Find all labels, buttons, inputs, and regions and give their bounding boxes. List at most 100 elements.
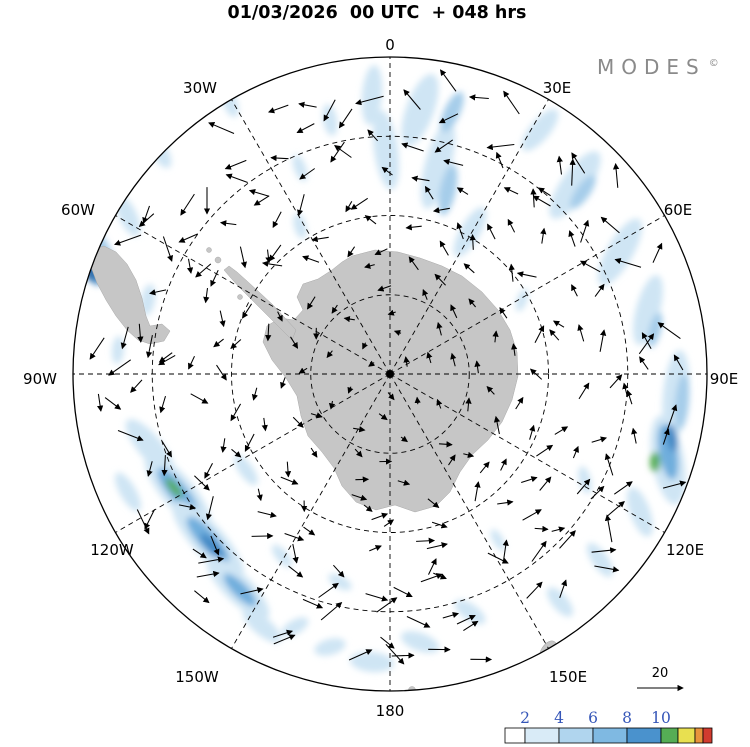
south-pole-dot (386, 370, 394, 378)
shaded-region (586, 542, 614, 578)
wind-arrow (225, 173, 248, 183)
wind-arrow (468, 94, 489, 101)
wind-arrow (572, 445, 579, 459)
wind-arrow (554, 426, 569, 435)
modes-logo: MODES © (597, 55, 719, 79)
shaded-region (111, 336, 125, 364)
wind-arrow (578, 382, 590, 400)
wind-arrow (569, 158, 576, 186)
wind-arrow (571, 284, 578, 297)
wind-arrow (534, 325, 545, 343)
wind-arrow (328, 400, 336, 410)
wind-arrow (290, 336, 299, 349)
wind-arrow (292, 416, 304, 428)
shaded-region (515, 288, 529, 312)
wind-arrow (468, 298, 477, 308)
wind-arrow (426, 351, 433, 364)
wind-arrow (406, 616, 431, 628)
wind-arrow (385, 643, 405, 665)
wind-arrow (440, 69, 457, 92)
meridian-label-60E: 60E (664, 201, 693, 219)
wind-arrow (590, 485, 605, 500)
wind-arrow (136, 509, 150, 535)
wind-arrow (622, 382, 629, 398)
wind-arrow (612, 162, 620, 188)
wind-arrow (240, 587, 264, 595)
wind-arrow (456, 614, 476, 625)
reference-vector-label: 20 (652, 666, 669, 681)
wind-arrow (302, 255, 320, 263)
wind-arrow (591, 547, 617, 554)
wind-arrow (203, 288, 210, 304)
wind-arrow (330, 141, 345, 163)
colorbar-segment (660, 727, 679, 744)
colorbar-segment (504, 727, 526, 744)
wind-arrow (149, 289, 167, 296)
wind-arrow (403, 356, 410, 367)
wind-arrow (503, 187, 519, 195)
island (214, 256, 222, 264)
wind-arrow (433, 572, 447, 580)
wind-arrow (230, 403, 242, 422)
wind-arrow (493, 415, 501, 435)
wind-arrow (521, 476, 538, 483)
wind-arrow (465, 397, 472, 412)
wind-arrow (311, 235, 329, 243)
meridian-label-30E: 30E (543, 79, 572, 97)
wind-arrow (436, 398, 443, 409)
meridian-line (231, 99, 391, 375)
wind-arrow (576, 478, 591, 495)
wind-arrow (347, 386, 354, 394)
wind-arrow (405, 224, 422, 231)
wind-arrow (188, 355, 195, 370)
shaded-region (115, 472, 141, 512)
wind-arrow (251, 387, 258, 401)
wind-arrow (487, 223, 496, 240)
shaded-region (440, 91, 464, 133)
wind-arrow (108, 359, 132, 376)
landmass (90, 245, 171, 345)
wind-arrow (436, 321, 443, 336)
wind-arrow (500, 458, 507, 471)
meridian-line (389, 215, 665, 375)
meridian-label-90E: 90E (710, 370, 739, 388)
wind-arrow (507, 218, 516, 233)
wind-arrow (364, 215, 377, 225)
chart-title: 01/03/2026 00 UTC + 048 hrs (228, 3, 527, 23)
wind-arrow (456, 222, 464, 240)
wind-arrow (479, 461, 490, 474)
wind-arrow (391, 652, 415, 659)
shaded-region (401, 73, 439, 147)
wind-arrow (239, 246, 247, 269)
wind-arrow (178, 233, 199, 243)
shaded-region (546, 587, 574, 617)
wind-arrow (604, 514, 613, 543)
wind-arrow (280, 476, 299, 485)
wind-arrow (469, 233, 476, 250)
wind-arrow (368, 360, 376, 367)
wind-arrow (374, 248, 388, 256)
wind-arrow (486, 385, 495, 395)
shaded-region (650, 452, 660, 472)
wind-arrow (577, 324, 585, 342)
wind-arrow (190, 393, 209, 404)
wind-arrow (614, 258, 642, 268)
meridian-label-120W: 120W (90, 541, 134, 559)
wind-arrow (256, 488, 263, 502)
wind-arrow (448, 454, 456, 466)
landmass (262, 249, 519, 513)
wind-arrow (348, 649, 373, 661)
wind-arrow (516, 271, 537, 278)
wind-arrow (381, 166, 393, 176)
wind-arrow (195, 263, 212, 278)
wind-arrow (428, 558, 437, 575)
wind-arrow (350, 197, 368, 210)
wind-arrow (365, 593, 389, 602)
wind-arrow (600, 216, 620, 234)
wind-arrow (666, 404, 678, 431)
wind-arrow (414, 396, 421, 405)
wind-arrow (284, 461, 292, 478)
meridian-label-60W: 60W (61, 201, 95, 219)
shaded-region (454, 599, 486, 625)
wind-arrow (411, 175, 430, 182)
